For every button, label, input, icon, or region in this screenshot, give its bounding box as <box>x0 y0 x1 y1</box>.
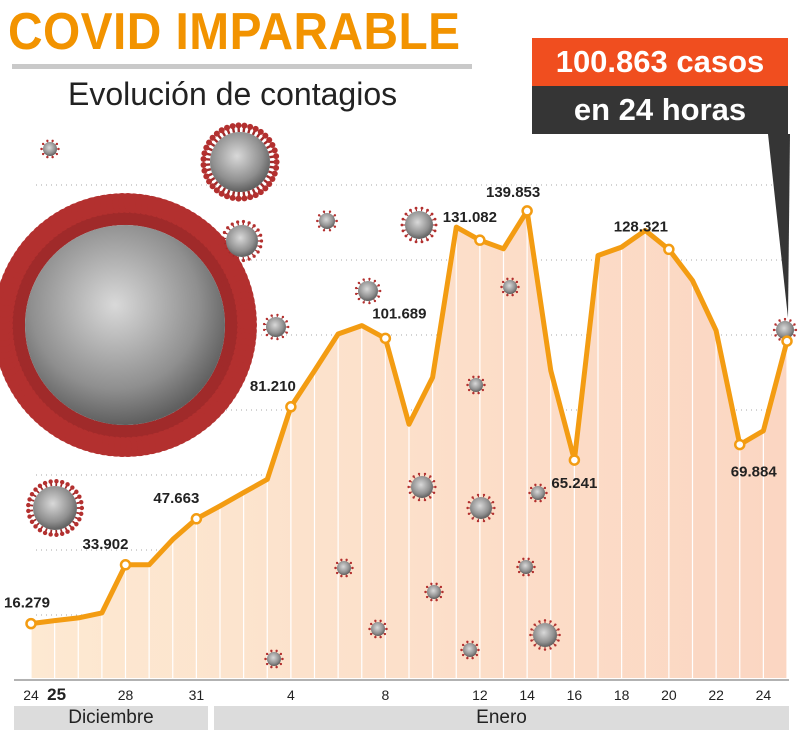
x-tick-label: 16 <box>567 687 583 703</box>
month-label-diciembre: Diciembre <box>14 706 208 730</box>
data-point <box>521 205 533 217</box>
data-label: 33.902 <box>83 536 129 553</box>
data-label: 65.241 <box>551 475 597 492</box>
x-tick-label: 4 <box>287 687 295 703</box>
data-label: 128.321 <box>614 218 668 235</box>
data-label: 69.884 <box>731 464 778 481</box>
data-point <box>734 438 746 451</box>
x-tick-label: 28 <box>118 687 134 703</box>
data-point <box>568 454 581 466</box>
data-point <box>285 401 297 413</box>
data-point <box>25 617 37 630</box>
month-label-enero: Enero <box>214 706 789 730</box>
highlight-pointer <box>768 134 790 318</box>
x-tick-label: 24 <box>23 687 39 703</box>
data-label: 16.279 <box>4 595 50 612</box>
x-tick-label: 22 <box>708 687 724 703</box>
virus-particle <box>466 493 496 523</box>
cases-line <box>28 208 790 627</box>
x-tick-label: 8 <box>381 687 389 703</box>
coronavirus-illustration <box>0 193 257 457</box>
x-tick-label: 12 <box>472 687 488 703</box>
virus-particle <box>529 619 561 651</box>
virus-particle <box>466 375 486 395</box>
data-point <box>379 332 392 345</box>
data-point <box>474 234 486 246</box>
x-tick-label: 31 <box>189 687 205 703</box>
title-divider <box>12 64 472 69</box>
x-tick-label: 20 <box>661 687 677 703</box>
virus-particle <box>368 619 388 639</box>
virus-particle <box>26 478 85 538</box>
virus-particle <box>200 122 280 202</box>
data-label: 139.853 <box>486 184 540 201</box>
virus-particle <box>221 219 264 263</box>
highlight-cases-box: 100.863 casos <box>532 38 788 86</box>
x-tick-label: 14 <box>519 687 535 703</box>
virus-particle <box>500 277 520 297</box>
page-title: COVID IMPARABLE <box>8 3 461 61</box>
data-label: 131.082 <box>443 209 497 226</box>
highlight-period-box: en 24 horas <box>532 86 788 134</box>
x-tick-label: 24 <box>756 687 772 703</box>
virus-particle <box>516 557 536 577</box>
virus-particle <box>424 582 444 602</box>
data-point <box>190 513 203 525</box>
virus-particle <box>400 206 438 244</box>
virus-particle <box>354 277 382 305</box>
virus-particle <box>334 558 354 578</box>
virus-particle <box>407 472 437 502</box>
virus-particle <box>40 139 60 159</box>
data-label: 47.663 <box>153 490 199 507</box>
x-tick-label: 18 <box>614 687 630 703</box>
chart-subtitle: Evolución de contagios <box>68 76 398 112</box>
x-tick-label: 25 <box>47 685 66 704</box>
data-point <box>119 559 132 571</box>
virus-particle <box>460 640 480 660</box>
data-label: 101.689 <box>372 305 426 322</box>
virus-particle <box>262 313 290 341</box>
virus-particle <box>264 649 284 669</box>
virus-particle <box>528 483 548 503</box>
data-label: 81.210 <box>250 378 296 395</box>
data-point-last <box>781 335 793 347</box>
virus-particle <box>316 210 338 232</box>
data-point <box>663 243 675 256</box>
